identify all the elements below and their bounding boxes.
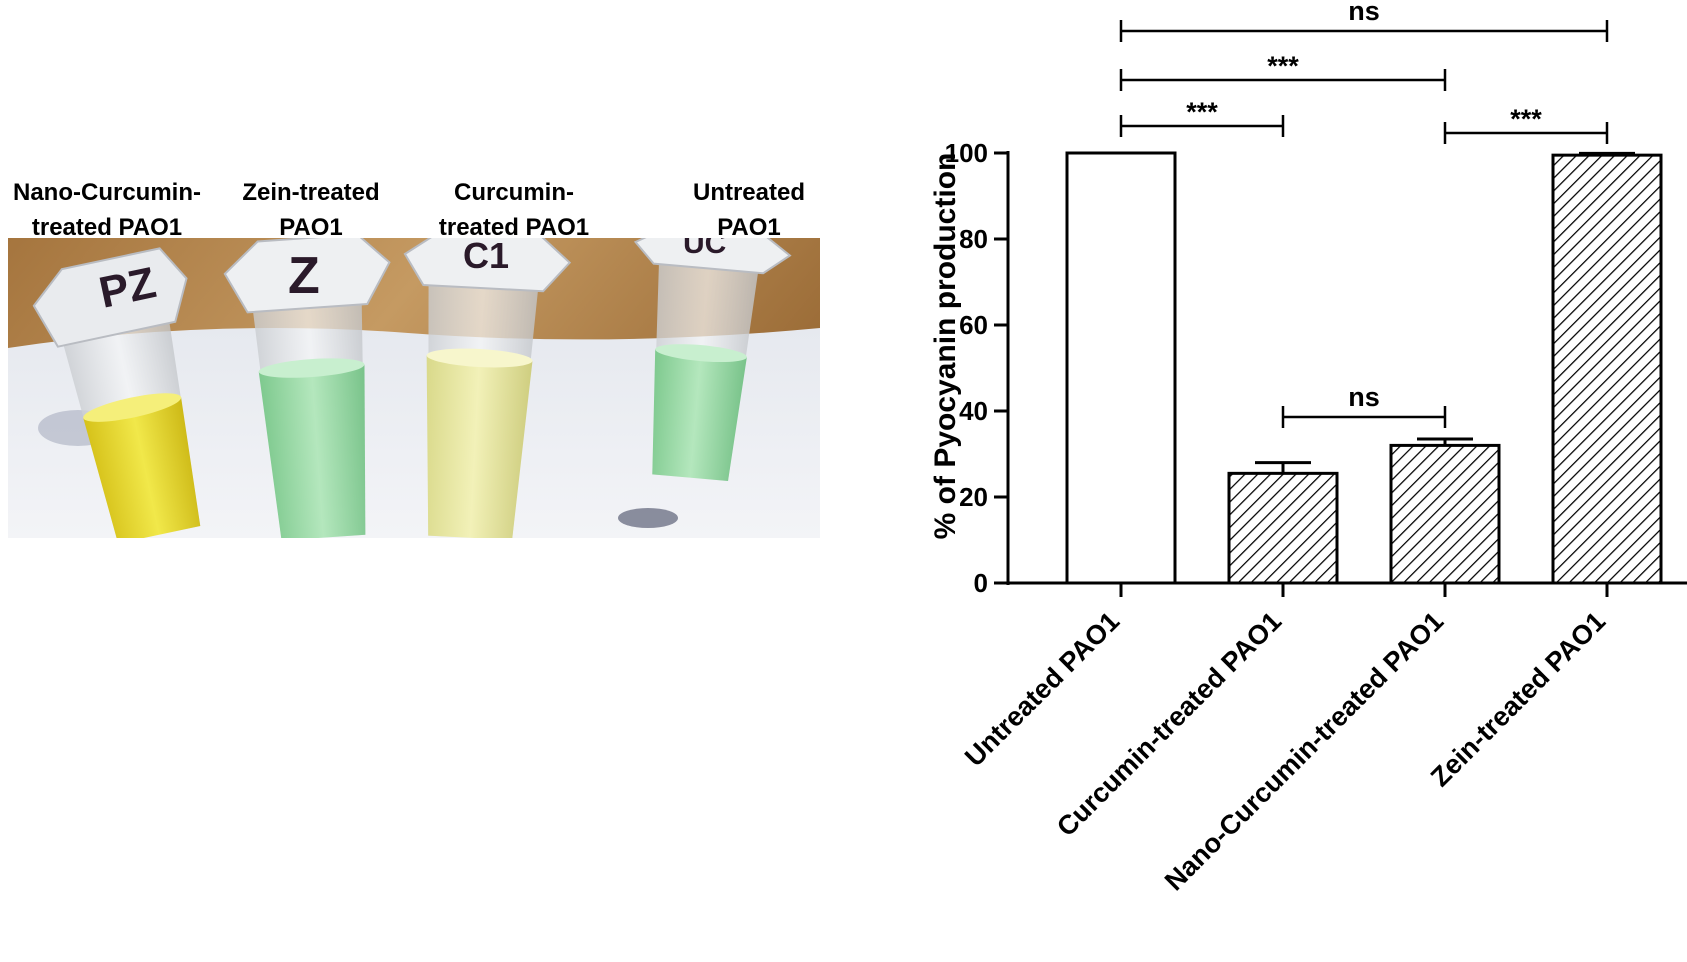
cap-mark-4: UC: [683, 238, 726, 260]
cap-mark-1: PZ: [95, 258, 160, 318]
y-tick-label: 20: [959, 482, 988, 512]
tube-nano-curcumin: [32, 247, 201, 538]
x-tick-label: Zein-treated PAO1: [1425, 606, 1611, 792]
tube-label-nano-curcumin: Nano-Curcumin- treated PAO1: [13, 179, 201, 241]
y-tick-label: 80: [959, 224, 988, 254]
tube-untreated: [633, 238, 792, 481]
significance-label: ns: [1348, 382, 1380, 412]
x-tick-label: Nano-Curcumin-treated PAO1: [1159, 606, 1449, 896]
y-tick-label: 40: [959, 396, 988, 426]
significance-label: ***: [1267, 51, 1299, 81]
bar: [1065, 151, 1177, 585]
tube-zein: [223, 238, 391, 538]
cap-mark-2: Z: [288, 247, 320, 305]
y-tick-label: 60: [959, 310, 988, 340]
bar: [1551, 153, 1663, 585]
y-tick-label: 0: [974, 568, 988, 598]
tube-curcumin: [403, 238, 572, 538]
y-axis-label: % of Pyocyanin production: [929, 153, 962, 540]
tube-label-untreated: Untreated PAO1: [692, 179, 806, 241]
y-tick-label: 100: [945, 138, 988, 168]
significance-label: ***: [1186, 97, 1218, 127]
tube-label-zein: Zein-treated PAO1: [242, 179, 380, 241]
significance-label: ns: [1348, 0, 1380, 26]
cap-mark-3: C1: [463, 238, 509, 276]
bar: [1389, 443, 1501, 585]
bar: [1227, 471, 1339, 585]
tube-label-curcumin: Curcumin- treated PAO1: [438, 179, 590, 241]
x-tick-label: Untreated PAO1: [959, 606, 1125, 772]
tube-photograph: PZ Z C1 UC: [8, 238, 820, 538]
towel-background: [8, 328, 820, 538]
significance-label: ***: [1510, 104, 1542, 134]
